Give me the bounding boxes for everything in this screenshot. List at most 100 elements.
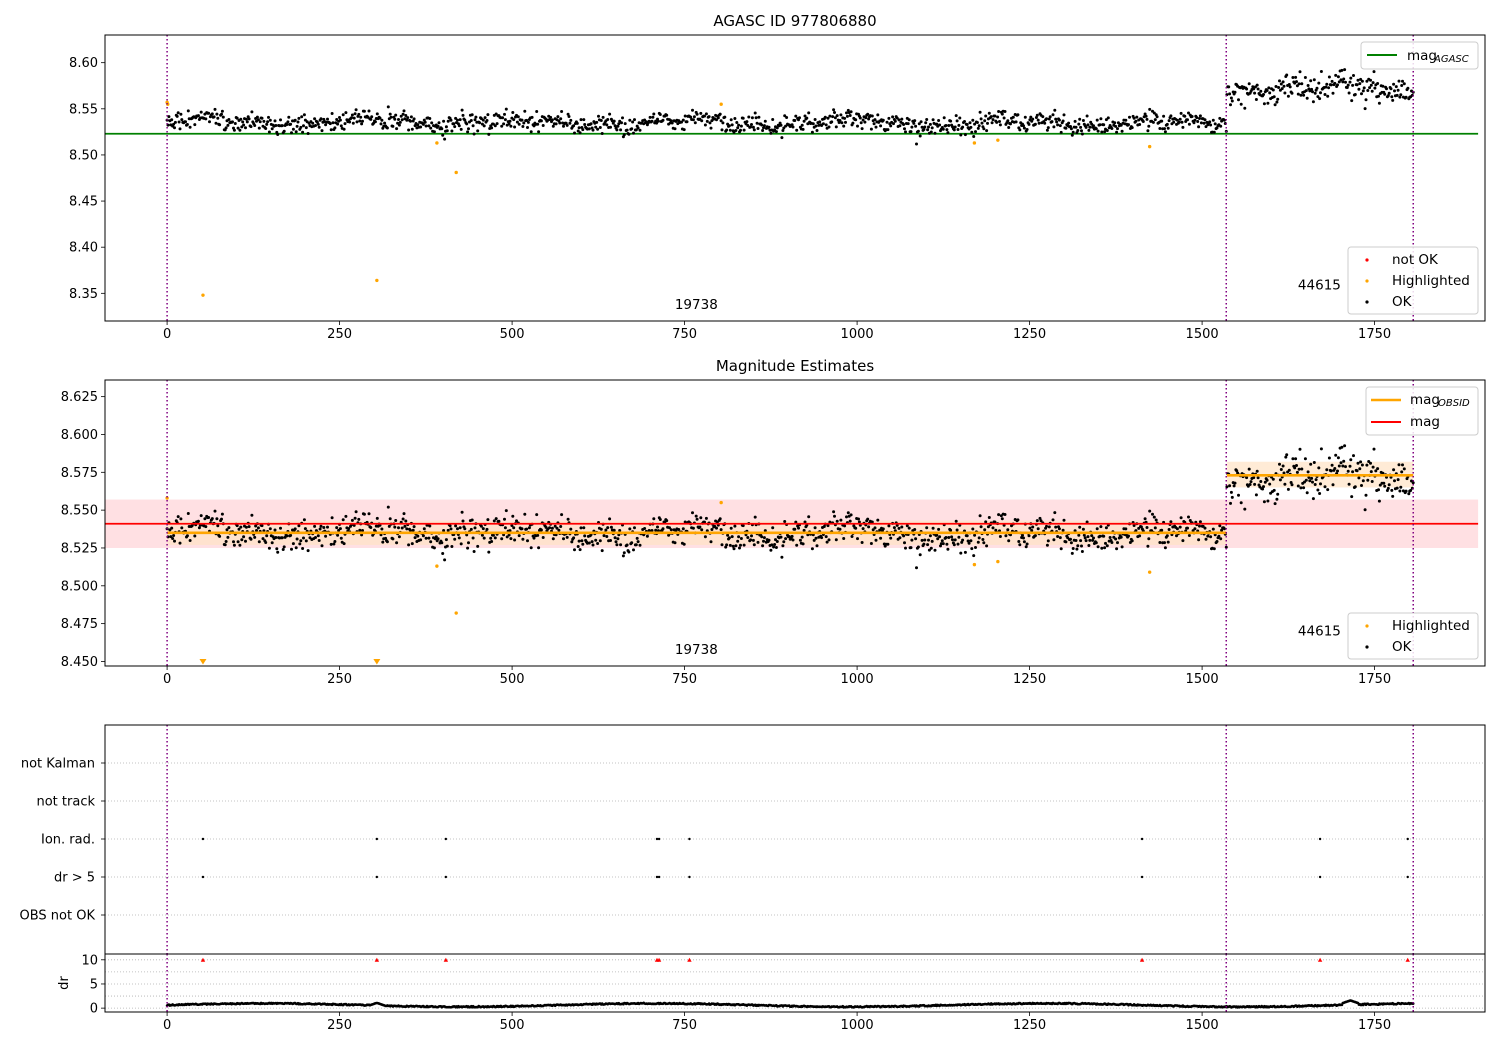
x-tick-label: 750 <box>672 327 697 342</box>
ok-point <box>298 542 302 546</box>
ok-point <box>1235 469 1239 473</box>
ok-point <box>216 524 220 528</box>
ok-point <box>274 124 278 127</box>
ok-point <box>410 542 414 546</box>
ok-point <box>427 536 431 540</box>
ok-point <box>1319 482 1322 486</box>
ok-point <box>489 536 493 540</box>
ok-point <box>1099 117 1103 121</box>
ok-point <box>471 124 475 128</box>
ok-point <box>567 115 571 118</box>
ok-point <box>220 512 224 516</box>
ok-point <box>253 535 257 539</box>
ok-point <box>972 554 976 558</box>
legend-highlighted: Highlighted <box>1392 273 1470 289</box>
ok-point <box>854 526 858 530</box>
ok-point <box>737 535 741 539</box>
mag-lines <box>105 474 1479 535</box>
ok-point <box>727 536 731 540</box>
ok-point <box>681 118 685 122</box>
ok-point <box>973 533 977 537</box>
ok-point <box>1347 91 1351 95</box>
ok-point <box>835 519 839 523</box>
dr-clipped-marker <box>687 957 692 962</box>
ok-point <box>526 539 529 543</box>
ok-point <box>1076 544 1080 548</box>
ok-point <box>856 124 859 128</box>
ok-point <box>456 118 459 122</box>
ok-point <box>391 124 395 128</box>
ok-point <box>955 119 959 123</box>
ok-point <box>779 123 783 127</box>
ok-point <box>739 543 742 547</box>
ok-point <box>881 527 885 531</box>
ok-point <box>993 114 997 118</box>
ok-point <box>250 513 254 517</box>
ok-point <box>867 117 871 121</box>
axis-ticks: 0250500750100012501500175020008.4508.475… <box>61 390 1391 687</box>
ok-point <box>633 526 636 530</box>
ok-point <box>539 528 543 532</box>
plot-frame <box>104 34 1486 322</box>
ok-point <box>998 535 1002 538</box>
legend-bottom: not OK Highlighted OK <box>1347 246 1479 315</box>
ok-point <box>831 115 835 119</box>
ok-point <box>774 546 778 549</box>
ok-point <box>273 528 277 532</box>
ok-point <box>1209 123 1213 127</box>
ok-point <box>1360 92 1363 96</box>
ok-point <box>1237 493 1240 497</box>
ok-point <box>1268 482 1272 486</box>
ok-point <box>870 520 874 524</box>
ok-point <box>1135 115 1139 119</box>
ok-point <box>535 110 539 113</box>
ok-point <box>1211 118 1215 122</box>
ok-point <box>825 540 829 544</box>
ok-point <box>461 519 465 523</box>
ok-point <box>654 528 658 532</box>
ok-point <box>1331 483 1335 487</box>
ok-point <box>734 544 738 548</box>
ok-point <box>578 548 582 552</box>
ok-point <box>889 124 893 128</box>
ok-point <box>1243 106 1247 110</box>
ok-point <box>1199 121 1203 125</box>
ok-point <box>1323 485 1327 489</box>
ok-point <box>1081 119 1085 122</box>
ok-point <box>1317 81 1321 85</box>
ok-point <box>1119 123 1123 127</box>
ok-point <box>691 511 694 515</box>
ok-point <box>1362 86 1366 90</box>
ok-point <box>971 527 975 531</box>
ok-point <box>850 535 854 538</box>
ok-point <box>242 123 246 127</box>
ok-point <box>749 538 753 542</box>
ok-point <box>1296 92 1300 96</box>
obs-label-2: 44615 <box>1298 278 1341 294</box>
ok-point <box>409 115 413 119</box>
ok-point <box>1100 130 1104 134</box>
ok-point <box>503 517 506 521</box>
ok-point <box>1319 91 1322 95</box>
ok-point <box>400 526 404 530</box>
ok-point <box>1003 110 1007 113</box>
ok-point <box>774 130 778 134</box>
ok-point <box>1062 518 1066 522</box>
ok-point <box>1158 541 1162 544</box>
dr-clipped-marker <box>1139 957 1145 962</box>
ok-point <box>1006 119 1010 123</box>
ok-point <box>220 109 224 113</box>
ok-point <box>485 119 489 122</box>
ok-point <box>795 543 799 547</box>
ok-point <box>604 528 608 532</box>
panel-magnitude-estimates: Magnitude Estimates 0 250 500 750 1000 1250 15… <box>61 357 1486 687</box>
ok-point <box>227 118 231 121</box>
ok-point <box>1197 538 1201 542</box>
ok-point <box>752 543 756 547</box>
ok-point <box>432 130 436 134</box>
ok-point <box>1208 120 1212 124</box>
ok-point <box>1219 124 1223 128</box>
ok-point <box>827 125 831 129</box>
flag-event <box>444 875 448 879</box>
ok-point <box>952 128 956 132</box>
